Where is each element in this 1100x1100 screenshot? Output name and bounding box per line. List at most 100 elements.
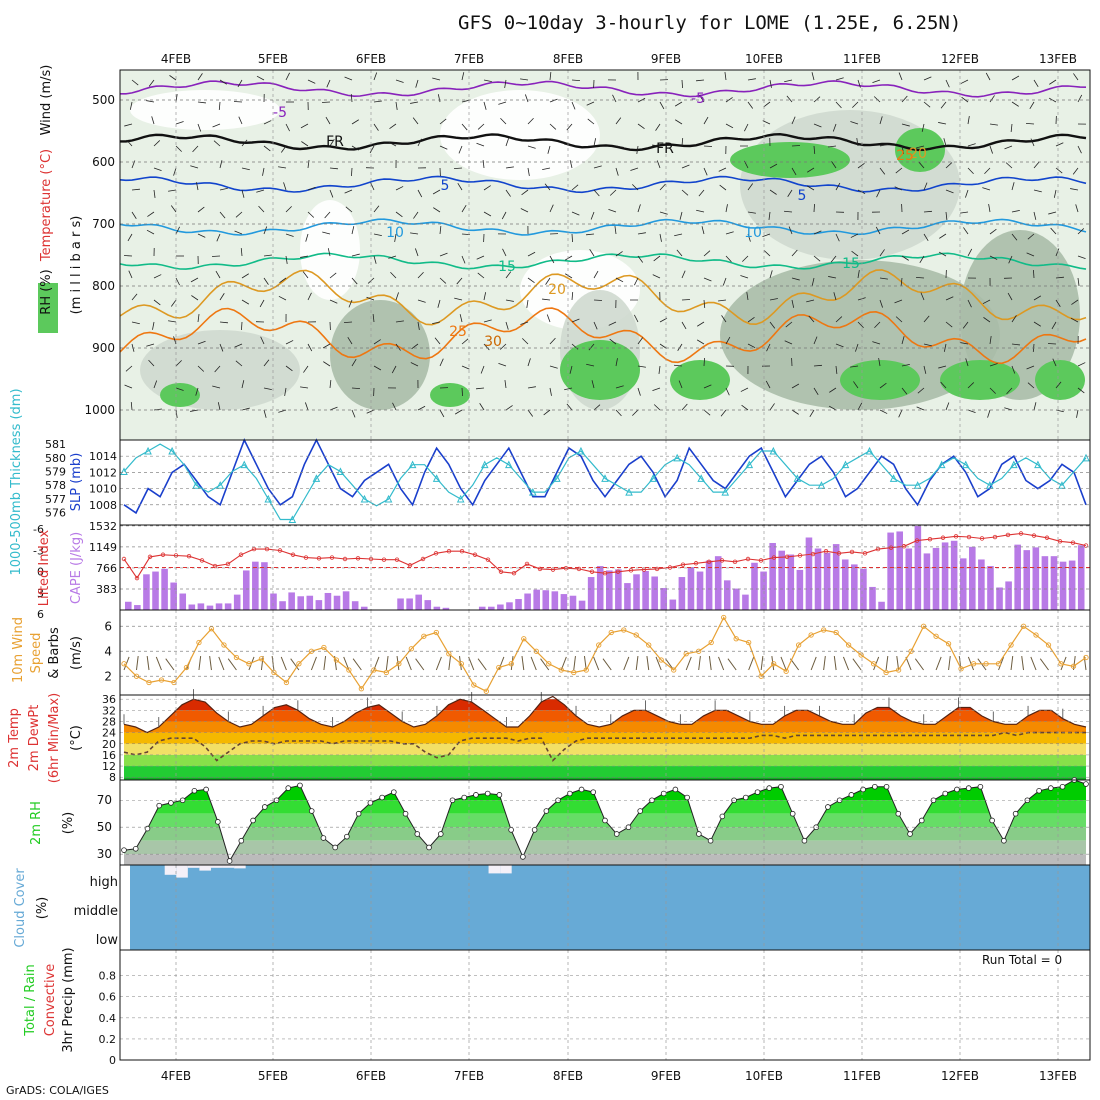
cape-bar (696, 571, 704, 610)
wind-barb (175, 121, 184, 125)
wind-barb (857, 321, 864, 329)
wind-barb-10m (810, 656, 817, 671)
wind-speed-marker (158, 677, 165, 683)
wind-barb (967, 382, 975, 389)
wind-barb (520, 208, 529, 213)
wind-barb (1077, 255, 1086, 260)
isotherm-line (119, 307, 1087, 365)
cape-bar (397, 598, 404, 610)
wind-barb (1077, 94, 1083, 103)
thickness-tick: 580 (45, 452, 66, 465)
panel-frame-precip (119, 949, 1091, 1061)
wind-barb (395, 101, 398, 110)
isotherm-label: FR (326, 134, 344, 150)
wind-barb (148, 359, 155, 367)
wind-axis-label: Wind (m/s) (39, 65, 54, 136)
wind-barb (851, 250, 859, 257)
wind-barb (725, 97, 733, 103)
wind-barb (366, 409, 375, 414)
wind-barb (1051, 321, 1057, 330)
rh2m-marker (484, 790, 491, 797)
wind-barb (351, 277, 358, 285)
wind-barb (565, 273, 573, 279)
thickness-marker (841, 460, 850, 469)
wind-barb-10m (209, 656, 212, 671)
date-label-bottom: 13FEB (1039, 1069, 1077, 1083)
rh2m-marker (1059, 783, 1066, 790)
rh-color-band (124, 854, 1086, 865)
wind-barb (498, 362, 507, 367)
wind-speed-marker (1033, 632, 1039, 638)
wind-barb (219, 79, 227, 85)
wind-barb (366, 296, 375, 301)
wind-barb (571, 101, 576, 110)
wind-barb (278, 409, 287, 413)
wind-barb (630, 167, 639, 171)
wind-barb (945, 296, 954, 301)
wind-barb (566, 403, 573, 411)
slp-axis-label: SLP (mb) (69, 453, 84, 512)
cape-bar (1032, 547, 1040, 610)
wind-barb (879, 167, 886, 175)
wind-barb (219, 187, 228, 191)
thickness-marker (793, 474, 802, 482)
wind-barb (569, 160, 573, 169)
cape-bar (488, 606, 495, 610)
thickness-marker (769, 446, 778, 455)
wind-barb (285, 233, 294, 237)
wind-barb (634, 277, 639, 286)
wind-barb (285, 365, 293, 372)
wind-barb (260, 336, 265, 345)
lifted-index-marker (147, 554, 153, 560)
lifted-index-marker (511, 570, 517, 576)
rh2m-marker (696, 831, 702, 837)
lifted-index-marker (719, 558, 725, 563)
wind-barb (190, 409, 199, 412)
wind-barb (586, 363, 595, 367)
wind-barb (1055, 167, 1063, 174)
rh2m-marker (191, 787, 198, 794)
wind-barb-10m (146, 656, 150, 671)
thickness-marker (529, 487, 537, 496)
lifted-index-marker (1083, 543, 1089, 548)
wind-barb-10m (405, 656, 412, 671)
thickness-marker (216, 481, 225, 489)
precip-axis-label: 3hr Precip (mm) (61, 947, 76, 1052)
wind-barb (740, 275, 749, 279)
wind-barb (153, 167, 162, 172)
wind-barb (453, 167, 463, 170)
rh-saturated-region (560, 340, 640, 400)
cape-bar (1005, 581, 1012, 610)
cape-bar (978, 559, 985, 610)
cape-bar (814, 548, 822, 610)
wind-barb (615, 145, 624, 148)
wind-speed-marker (183, 664, 190, 671)
wind-barb (791, 409, 799, 415)
wind-barb (505, 166, 514, 169)
rh2m-marker (297, 782, 303, 789)
wind-barb (301, 141, 309, 147)
wind-barb (967, 409, 976, 414)
wind-barb (483, 185, 491, 191)
wind-barb (285, 340, 294, 345)
wind-barb (212, 123, 221, 128)
wind-barb-10m (135, 656, 139, 671)
precip-tick: 0 (109, 1054, 116, 1067)
wind-barb (527, 117, 534, 125)
wind-barb (395, 292, 399, 301)
wind-barb (351, 119, 359, 125)
cloud-high-gap (164, 865, 177, 875)
wind-speed-marker (970, 661, 977, 667)
rh-saturated-region (940, 360, 1020, 400)
wind-barb (835, 316, 843, 323)
wind-barb (549, 98, 558, 103)
wind-speed-marker (333, 657, 340, 663)
wind-barb (586, 233, 595, 236)
wind-barb (505, 271, 512, 279)
wind-barb (857, 79, 861, 88)
cape-bar (932, 547, 940, 610)
wind-barb (322, 231, 331, 235)
cape-bar (578, 600, 586, 610)
wind-barb (725, 336, 731, 345)
thickness-tick: 579 (45, 466, 66, 479)
